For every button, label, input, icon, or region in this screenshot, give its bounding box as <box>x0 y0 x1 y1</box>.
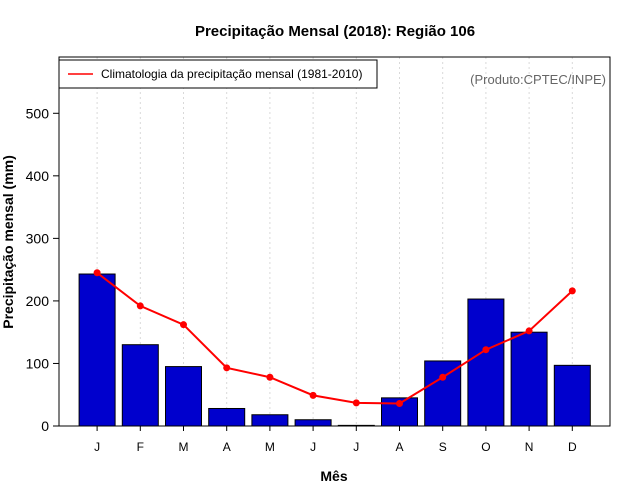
x-tick-label: J <box>310 440 316 454</box>
y-axis: 0 100 200 300 400 500 <box>26 105 59 434</box>
legend-label: Climatologia da precipitação mensal (198… <box>101 67 362 81</box>
climatology-point <box>525 327 533 335</box>
y-tick-label: 100 <box>26 355 50 371</box>
grid-lines <box>96 57 573 426</box>
y-axis-title: Precipitação mensal (mm) <box>0 155 16 329</box>
x-tick-label: O <box>481 440 490 454</box>
climatology-point <box>180 321 187 329</box>
legend: Climatologia da precipitação mensal (198… <box>58 59 378 89</box>
climatology-line <box>96 271 573 405</box>
y-tick-label: 200 <box>26 293 50 309</box>
chart-title: Precipitação Mensal (2018): Região 106 <box>195 23 475 40</box>
precipitation-bar <box>467 298 505 427</box>
precipitation-bar <box>78 273 116 427</box>
precipitation-bar <box>553 364 591 427</box>
x-tick-label: M <box>265 440 275 454</box>
x-tick-label: F <box>137 440 144 454</box>
climatology-point <box>93 269 101 277</box>
x-tick-label: A <box>223 440 231 454</box>
precipitation-bar <box>165 366 202 427</box>
climatology-point <box>439 373 447 381</box>
y-tick-label: 0 <box>41 418 49 434</box>
x-tick-label: S <box>439 440 447 454</box>
y-tick-label: 300 <box>26 230 50 246</box>
x-tick-label: N <box>525 440 534 454</box>
precipitation-bar <box>510 331 548 427</box>
x-tick-label: J <box>94 440 100 454</box>
climatology-point <box>396 399 403 407</box>
x-axis-title: Mês <box>320 468 347 484</box>
climatology-point <box>568 287 576 295</box>
climatology-point <box>223 364 231 372</box>
precipitation-bar <box>294 419 332 427</box>
climatology-point <box>482 346 490 354</box>
legend-box <box>58 59 378 89</box>
y-tick-label: 400 <box>26 168 50 184</box>
y-tick-label: 500 <box>26 105 50 121</box>
x-tick-label: J <box>353 440 359 454</box>
climatology-point <box>136 302 144 310</box>
plot-frame <box>58 56 611 427</box>
precipitation-bar <box>121 344 159 427</box>
precipitation-bar <box>208 407 246 427</box>
climatology-point <box>352 399 360 407</box>
x-tick-label: M <box>179 440 189 454</box>
product-credit: (Produto:CPTEC/INPE) <box>470 72 606 87</box>
precipitation-bar <box>424 360 462 427</box>
x-tick-label: D <box>568 440 577 454</box>
climatology-point <box>309 391 317 399</box>
climatology-line-series <box>93 269 576 407</box>
climatology-point <box>266 373 274 381</box>
precipitation-bar <box>251 414 289 427</box>
x-tick-label: A <box>395 440 403 454</box>
